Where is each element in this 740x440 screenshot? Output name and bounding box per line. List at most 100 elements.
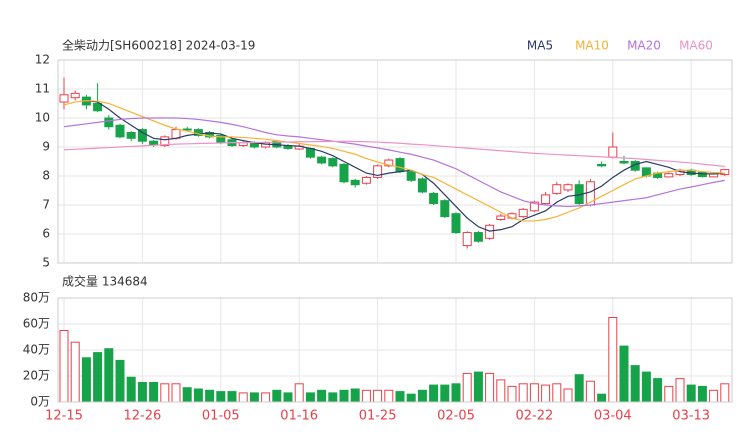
volume-bar (485, 372, 495, 403)
volume-bar (384, 389, 394, 403)
volume-bar (193, 388, 203, 403)
volume-bar (529, 383, 539, 403)
volume-bar (429, 384, 439, 403)
volume-bar (294, 383, 304, 403)
volume-bar (328, 392, 338, 403)
candle-body (720, 169, 730, 176)
candle-body (462, 232, 472, 247)
volume-bar (597, 393, 607, 403)
volume-bar (473, 371, 483, 403)
volume-bar (697, 385, 707, 403)
candle-body (70, 92, 80, 99)
y-tick-label: 6 (42, 227, 50, 241)
legend-entry: MA20 (627, 39, 661, 53)
y-tick-label: 9 (42, 140, 50, 154)
x-tick-label: 02-05 (437, 409, 475, 424)
volume-bar (137, 382, 147, 403)
volume-bar (361, 389, 371, 403)
volume-bar (81, 357, 91, 403)
candle-body (328, 158, 338, 167)
volume-bar (496, 379, 506, 403)
y-tick-label: 8 (42, 169, 50, 183)
y-tick-label: 5 (42, 256, 50, 270)
candle-body (664, 173, 674, 178)
volume-bar (126, 376, 136, 403)
volume-bar (608, 317, 618, 403)
legend-entry: MA60 (679, 39, 713, 53)
candle-body (563, 184, 573, 191)
volume-bar (395, 391, 405, 403)
y-tick-label: 10 (35, 111, 50, 125)
x-tick-label: 01-16 (280, 409, 318, 424)
volume-bar (160, 383, 170, 403)
y-tick-label: 20万 (23, 369, 50, 383)
volume-bar (59, 330, 69, 403)
candle-body (541, 194, 551, 205)
volume-bar (149, 382, 159, 403)
x-tick-label: 03-13 (672, 409, 710, 424)
volume-bar (574, 374, 584, 403)
legend-entry: MA10 (575, 39, 609, 53)
volume-bar (305, 392, 315, 403)
volume-bar (272, 389, 282, 403)
candle-body (496, 215, 506, 221)
candle-body (137, 129, 147, 142)
volume-bar (541, 384, 551, 403)
volume-bar (238, 392, 248, 403)
candle-body (115, 124, 125, 138)
y-tick-label: 11 (35, 82, 50, 96)
candle-body (317, 156, 327, 164)
volume-title: 成交量 134684 (62, 274, 148, 289)
candle-body (160, 136, 170, 147)
volume-bar (350, 388, 360, 403)
ma-line (63, 99, 725, 222)
candle-body (552, 184, 562, 194)
candle-body (608, 146, 618, 158)
volume-bar (675, 378, 685, 403)
volume-bar (563, 388, 573, 403)
volume-bar (619, 345, 629, 403)
y-tick-label: 40万 (23, 343, 50, 357)
volume-bar (518, 383, 528, 403)
volume-bar (585, 380, 595, 403)
ma-line (63, 117, 725, 208)
plot-frame (57, 59, 733, 264)
candle-body (361, 176, 371, 184)
volume-bar (115, 359, 125, 403)
legend-entry: MA5 (527, 39, 553, 53)
ma-line (86, 100, 725, 232)
x-tick-label: 01-05 (202, 409, 240, 424)
y-tick-label: 80万 (23, 291, 50, 305)
volume-bar (417, 389, 427, 403)
x-tick-label: 02-22 (516, 409, 554, 424)
candle-body (59, 94, 69, 103)
volume-bar (641, 371, 651, 403)
volume-bar (171, 383, 181, 403)
y-tick-label: 7 (42, 198, 50, 212)
candle-body (485, 224, 495, 239)
x-tick-label: 03-04 (594, 409, 632, 424)
candle-body (429, 192, 439, 205)
volume-bar (507, 385, 517, 403)
candle-body (619, 161, 629, 164)
volume-bar (283, 392, 293, 403)
candle-body (518, 208, 528, 218)
volume-bar (630, 365, 640, 403)
plot-frame (57, 297, 733, 403)
x-tick-label: 12-26 (124, 409, 162, 424)
candle-body (529, 201, 539, 212)
y-tick-label: 12 (35, 53, 50, 67)
candle-body (149, 140, 159, 146)
candle-body (93, 103, 103, 112)
volume-bar (182, 387, 192, 403)
volume-bar (664, 385, 674, 403)
volume-bar (216, 391, 226, 403)
ma-line (63, 140, 725, 168)
volume-bar (653, 378, 663, 403)
volume-bar (440, 384, 450, 403)
volume-bar (339, 389, 349, 403)
candle-body (451, 213, 461, 234)
volume-bar (720, 383, 730, 403)
candle-body (384, 159, 394, 167)
